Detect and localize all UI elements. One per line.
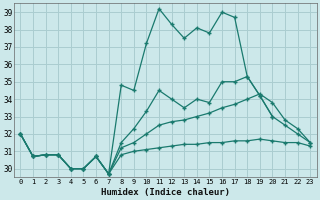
X-axis label: Humidex (Indice chaleur): Humidex (Indice chaleur)	[101, 188, 230, 197]
